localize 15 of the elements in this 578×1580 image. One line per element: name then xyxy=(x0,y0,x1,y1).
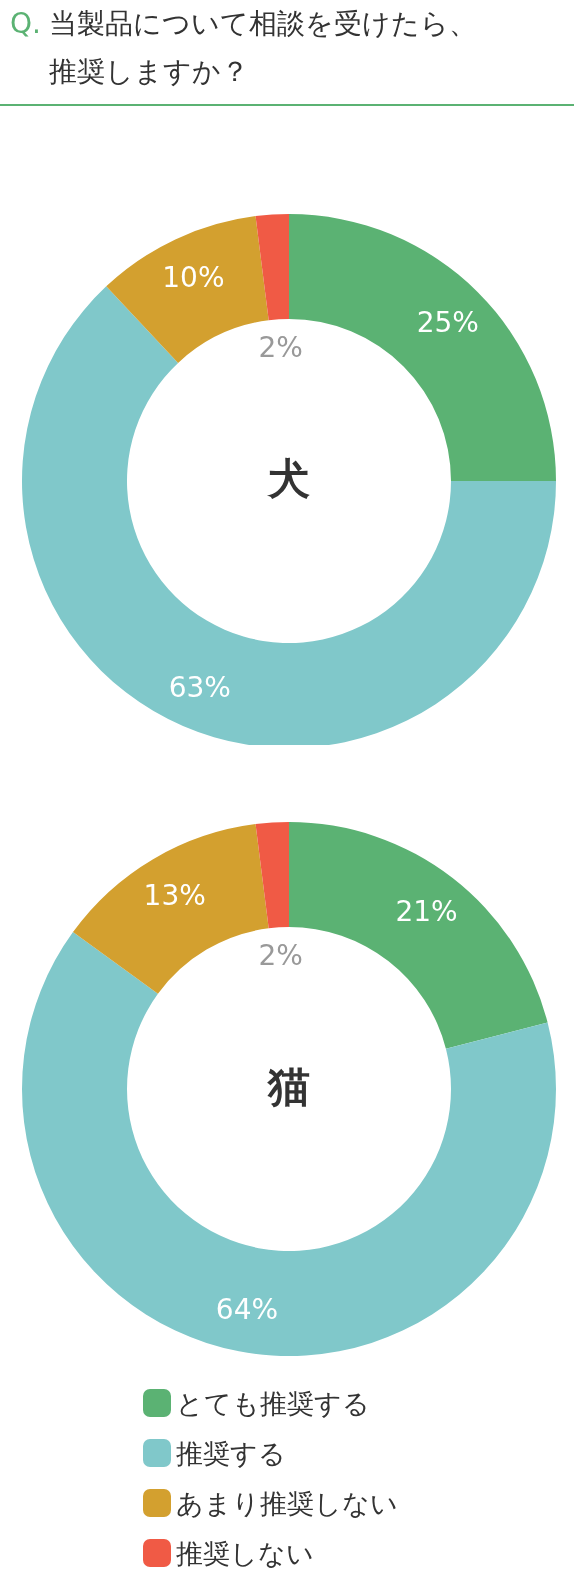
data-label: 25% xyxy=(416,305,479,339)
chart-title: Q. 当製品について相談を受けたら、推奨しますか？ xyxy=(10,6,478,90)
legend-label: とても推奨する xyxy=(176,1387,370,1419)
data-label: 63% xyxy=(168,670,231,704)
data-label: 64% xyxy=(215,1293,279,1327)
legend-label: 推奨しない xyxy=(176,1537,314,1569)
data-label: 2% xyxy=(258,330,303,364)
data-label: 21% xyxy=(395,895,458,929)
data-label: 13% xyxy=(143,879,206,913)
text: 猫 xyxy=(267,1061,310,1111)
legend-label: 推奨する xyxy=(176,1437,286,1469)
legend-label: あまり推奨しない xyxy=(176,1487,398,1519)
text: 犬 xyxy=(266,453,310,503)
data-label: 2% xyxy=(258,938,303,972)
data-label: 10% xyxy=(162,261,225,295)
